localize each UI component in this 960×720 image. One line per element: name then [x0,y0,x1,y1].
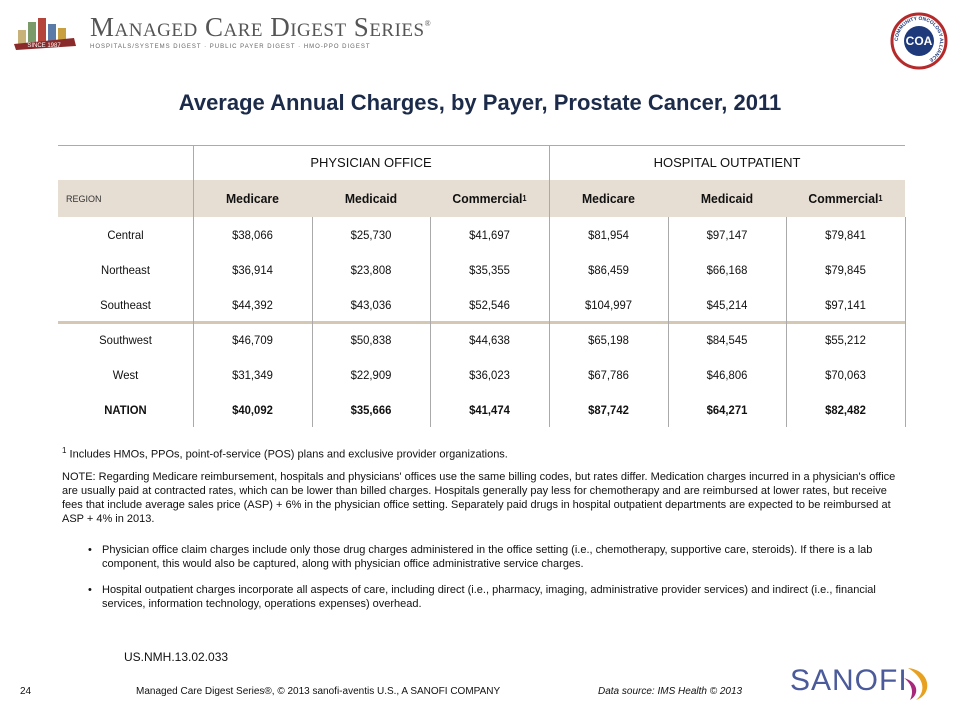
region-cell: Southwest [99,332,152,347]
footnote-marker: 1 [62,446,67,455]
value-cell: $35,355 [469,262,510,277]
header-band [58,180,905,217]
value-cell: $86,459 [588,262,629,277]
value-cell: $22,909 [350,367,392,382]
note: NOTE: Regarding Medicare reimbursement, … [62,471,896,525]
value-cell: $35,666 [350,402,392,417]
doc-code: US.NMH.13.02.033 [124,650,229,664]
logo-title-text: Managed Care Digest Series [90,12,425,42]
value-cell: $44,638 [469,332,510,347]
group-header: PHYSICIAN OFFICE [310,155,432,170]
bullet-dot: • [88,544,92,556]
value-cell: $55,212 [825,332,866,347]
column-header: Medicaid [672,180,783,217]
column-divider [430,217,431,427]
value-cell: $79,841 [825,227,866,242]
value-cell: $79,845 [825,262,866,277]
bullet-item: • Hospital outpatient charges incorporate… [88,583,908,611]
value-cell: $40,092 [232,402,273,417]
header-top-rule [58,145,905,146]
column-sup: 1 [522,194,527,203]
bullet-text: Physician office claim charges include o… [102,544,873,570]
bullet-dot: • [88,584,92,596]
bullet-list: • Physician office claim charges include … [88,543,908,623]
seal: COMMUNITY ONCOLOGY ALLIANCE COA [890,12,948,70]
value-cell: $97,141 [825,297,866,312]
group-divider [549,145,550,427]
column-label: Commercial [808,191,879,206]
value-cell: $46,709 [232,332,273,347]
column-label: Medicaid [344,191,398,206]
value-cell: $66,168 [706,262,748,277]
column-header: Medicare [197,180,309,217]
data-source: Data source: IMS Health © 2013 [598,686,743,697]
column-header: Commercial 1 [790,180,902,217]
value-cell: $50,838 [350,332,392,347]
page-number: 24 [20,686,32,697]
value-cell: $64,271 [706,402,748,417]
value-cell: $87,742 [588,402,629,417]
logo-graphic: SINCE 1987 [14,18,76,50]
value-cell: $70,063 [825,367,866,382]
column-sup: 1 [878,194,883,203]
group-header: HOSPITAL OUTPATIENT [653,155,801,170]
logo-bars: SINCE 1987 [14,16,82,50]
value-cell: $36,914 [232,262,273,277]
brand-mark [904,668,928,700]
column-header: Medicare [553,180,665,217]
region-cell: West [112,367,139,382]
value-cell: $82,482 [825,402,866,417]
column-divider [193,145,194,427]
region-cell: Southeast [100,297,151,312]
value-cell: $84,545 [706,332,748,347]
value-cell: $38,066 [232,227,273,242]
value-cell: $31,349 [232,367,273,382]
bullet-text: Hospital outpatient charges incorporate … [102,584,876,610]
seal-graphic: COMMUNITY ONCOLOGY ALLIANCE COA [890,12,948,70]
value-cell: $104,997 [584,297,633,312]
value-cell: $36,023 [469,367,510,382]
column-label: Commercial [452,191,523,206]
column-divider [786,217,787,427]
logo-badge: SINCE 1987 [27,43,61,49]
region-label: REGION [66,193,102,204]
column-divider [312,217,313,427]
footnote: 1 Includes HMOs, PPOs, point-of-service … [62,444,902,462]
region-cell: Central [107,227,144,242]
logo-subtitle: HOSPITALS/SYSTEMS DIGEST · PUBLIC PAYER … [90,44,371,50]
brand: SANOFI [790,664,908,697]
value-cell: $67,786 [588,367,629,382]
seal-initials: COA [906,34,933,48]
column-label: Medicaid [700,191,754,206]
column-header: Commercial 1 [434,180,546,217]
value-cell: $41,697 [469,227,510,242]
value-cell: $23,808 [350,262,392,277]
logo-title: Managed Care Digest Series® [90,12,431,43]
value-cell: $52,546 [469,297,510,312]
value-cell: $43,036 [350,297,392,312]
value-cell: $65,198 [588,332,629,347]
column-header: Medicaid [316,180,427,217]
value-cell: $97,147 [706,227,748,242]
copyright: Managed Care Digest Series®, © 2013 sano… [136,686,501,697]
value-cell: $44,392 [232,297,273,312]
footnote-text: Includes HMOs, PPOs, point-of-service (P… [69,448,508,461]
value-cell: $25,730 [350,227,392,242]
column-divider [668,217,669,427]
page-title: Average Annual Charges, by Payer, Prosta… [178,90,782,115]
region-cell: NATION [104,402,147,417]
value-cell: $45,214 [706,297,748,312]
logo-mark: ® [424,19,432,28]
column-divider [905,217,906,427]
value-cell: $41,474 [469,402,510,417]
section-rule [58,321,905,324]
region-cell: Northeast [101,262,150,277]
column-label: Medicare [582,191,635,206]
bullet-item: • Physician office claim charges include … [88,543,908,571]
value-cell: $46,806 [706,367,748,382]
value-cell: $81,954 [588,227,629,242]
column-label: Medicare [226,191,279,206]
